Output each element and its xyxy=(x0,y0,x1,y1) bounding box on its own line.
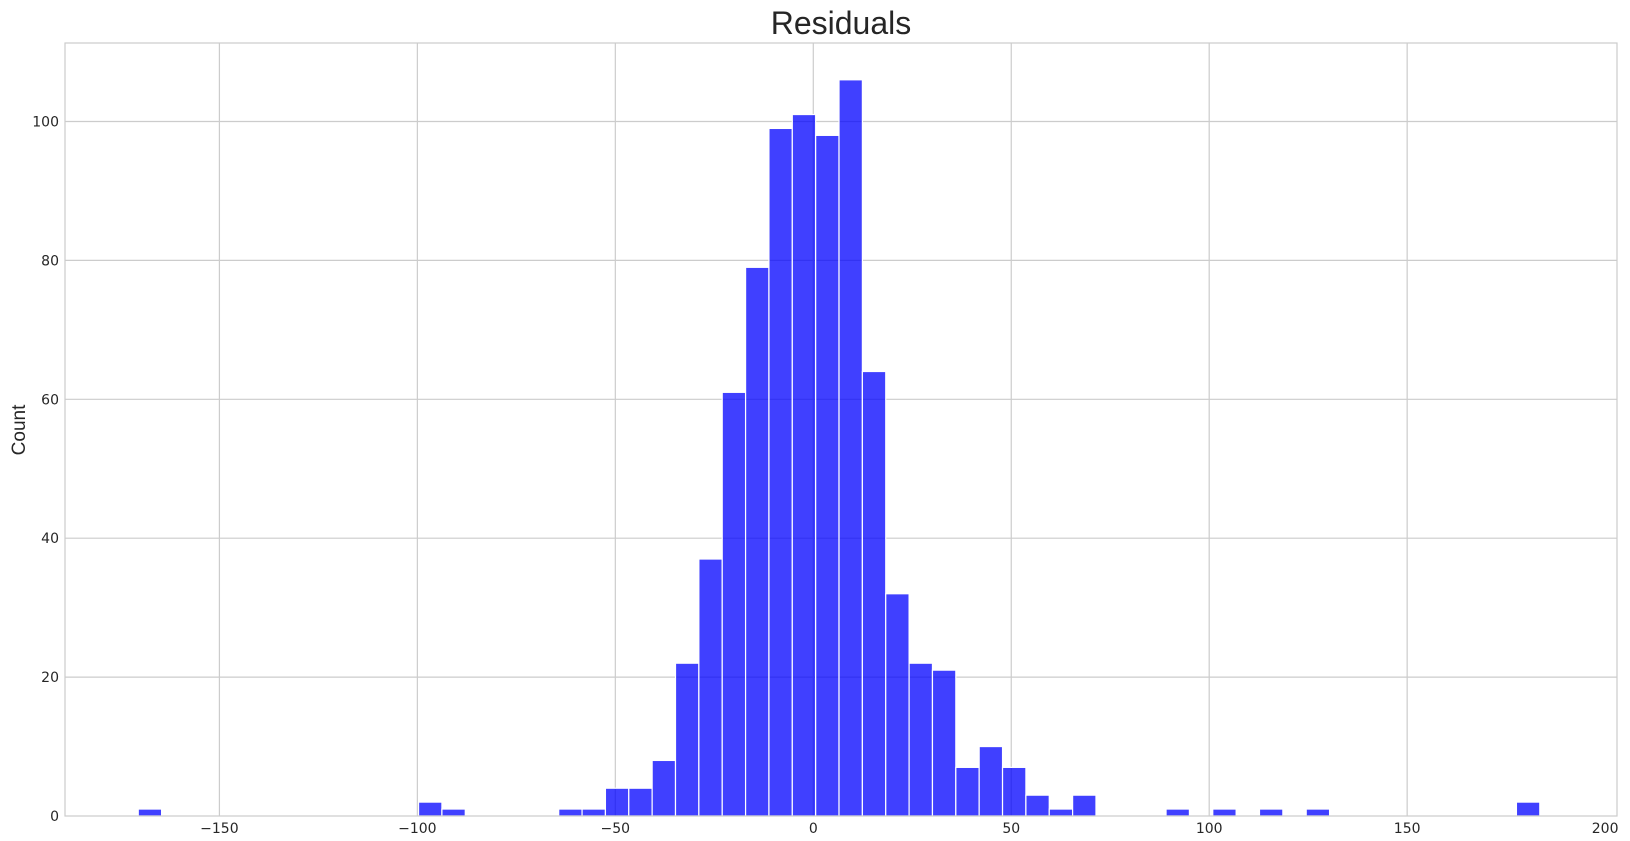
histogram-bar xyxy=(1212,808,1237,817)
x-tick-label: 150 xyxy=(1394,821,1421,837)
y-axis-ticks: 0 20 40 60 80 100 xyxy=(32,114,59,825)
histogram-bar xyxy=(441,808,466,817)
histogram-bar xyxy=(558,808,583,817)
plot-frame xyxy=(64,42,1618,817)
histogram-bars xyxy=(137,79,1541,817)
histogram-bar xyxy=(417,801,443,817)
histogram-bar xyxy=(1515,801,1541,817)
y-tick-label: 40 xyxy=(41,531,59,547)
x-tick-label: 50 xyxy=(1002,821,1020,837)
y-tick-label: 60 xyxy=(41,392,59,408)
histogram-bar xyxy=(1072,794,1097,817)
histogram-bar xyxy=(1001,766,1027,817)
y-tick-label: 100 xyxy=(32,114,59,130)
histogram-bar xyxy=(581,808,607,817)
histogram-bar xyxy=(1258,808,1284,817)
histogram-bar xyxy=(698,558,723,817)
x-axis-ticks: −150 −100 −50 0 50 100 150 200 xyxy=(200,821,1618,837)
histogram-bar xyxy=(137,808,163,817)
histogram-bar xyxy=(931,669,957,817)
histogram-bar xyxy=(885,593,910,817)
histogram-bar xyxy=(651,759,677,817)
x-tick-label: 100 xyxy=(1196,821,1223,837)
histogram-bar xyxy=(721,391,747,817)
x-tick-label: −50 xyxy=(601,821,631,837)
histogram-bar xyxy=(1305,808,1331,817)
y-tick-label: 80 xyxy=(41,253,59,269)
x-tick-label: −150 xyxy=(200,821,238,837)
y-tick-label: 0 xyxy=(50,809,59,825)
histogram-bar xyxy=(978,745,1004,817)
histogram-bar xyxy=(628,787,653,817)
y-tick-label: 20 xyxy=(41,670,59,686)
x-tick-label: 200 xyxy=(1592,821,1619,837)
histogram-bar xyxy=(604,787,630,817)
histogram-bar xyxy=(955,766,980,817)
x-tick-label: 0 xyxy=(809,821,818,837)
histogram-bar xyxy=(838,79,863,817)
x-tick-label: −100 xyxy=(398,821,436,837)
histogram-bar xyxy=(908,662,934,817)
histogram-bar xyxy=(674,662,700,817)
histogram-bar xyxy=(791,113,817,817)
histogram-bar xyxy=(815,134,840,817)
histogram-bar xyxy=(1025,794,1050,817)
histogram-bar xyxy=(768,127,793,817)
histogram-bar xyxy=(744,266,770,817)
histogram-bar xyxy=(1048,808,1074,817)
y-axis-label: Count xyxy=(9,404,30,455)
histogram-bar xyxy=(1165,808,1191,817)
histogram-bar xyxy=(861,370,887,817)
chart-title: Residuals xyxy=(771,5,912,41)
